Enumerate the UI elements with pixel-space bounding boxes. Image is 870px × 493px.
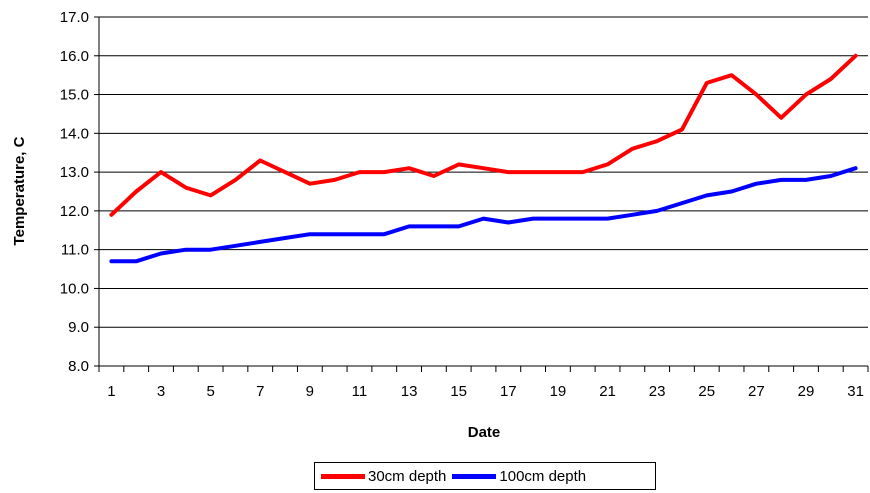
- legend-swatch-100cm: [452, 473, 497, 479]
- x-tick-label: 11: [352, 383, 368, 400]
- x-tick-label: 31: [847, 383, 864, 400]
- series-lines: [109, 53, 858, 264]
- x-tick-label: 21: [599, 383, 616, 400]
- gridlines: [99, 16, 868, 328]
- y-tick-labels: 8.0 9.0 10.0 11.0 12.0 13.0 14.0 15.0 16.0 17.0: [60, 9, 89, 375]
- y-tick-label: 16.0: [60, 48, 89, 65]
- legend-swatch-30cm: [321, 473, 365, 479]
- x-tick-label: 1: [107, 383, 115, 400]
- legend-item-30cm: 30cm depth: [321, 468, 446, 485]
- x-tick-labels: 1 3 5 7 9 11 13 15 17 19 21 23 25 27 29 31: [107, 383, 864, 400]
- y-tick-label: 9.0: [68, 319, 89, 336]
- x-tick-label: 25: [698, 383, 715, 400]
- series-line-30cm: [109, 53, 858, 217]
- x-tick-label: 7: [256, 383, 264, 400]
- x-tick-label: 23: [649, 383, 666, 400]
- y-tick-label: 17.0: [60, 9, 89, 26]
- x-tick-label: 5: [206, 383, 214, 400]
- x-tick-label: 27: [748, 383, 765, 400]
- y-tick-label: 11.0: [61, 242, 89, 259]
- legend-item-100cm: 100cm depth: [452, 468, 586, 485]
- x-tick-label: 13: [401, 383, 418, 400]
- y-axis-title: Temperature, C: [11, 136, 28, 245]
- y-tick-label: 10.0: [60, 280, 89, 297]
- axes: [94, 16, 869, 372]
- x-tick-label: 9: [306, 383, 314, 400]
- legend-label-100cm: 100cm depth: [499, 467, 587, 485]
- y-tick-label: 15.0: [60, 87, 89, 104]
- y-tick-label: 14.0: [60, 125, 89, 142]
- x-tick-label: 19: [550, 383, 567, 400]
- legend-label-30cm: 30cm depth: [368, 467, 447, 485]
- y-tick-label: 12.0: [60, 203, 89, 220]
- legend: 30cm depth 100cm depth: [314, 462, 656, 490]
- y-tick-label: 13.0: [60, 164, 89, 181]
- x-axis-title: Date: [468, 424, 501, 441]
- x-tick-label: 17: [500, 383, 517, 400]
- series-line-100cm: [109, 166, 858, 264]
- x-tick-label: 3: [157, 383, 165, 400]
- x-tick-label: 15: [450, 383, 467, 400]
- y-tick-label: 8.0: [68, 358, 89, 375]
- x-tick-label: 29: [798, 383, 815, 400]
